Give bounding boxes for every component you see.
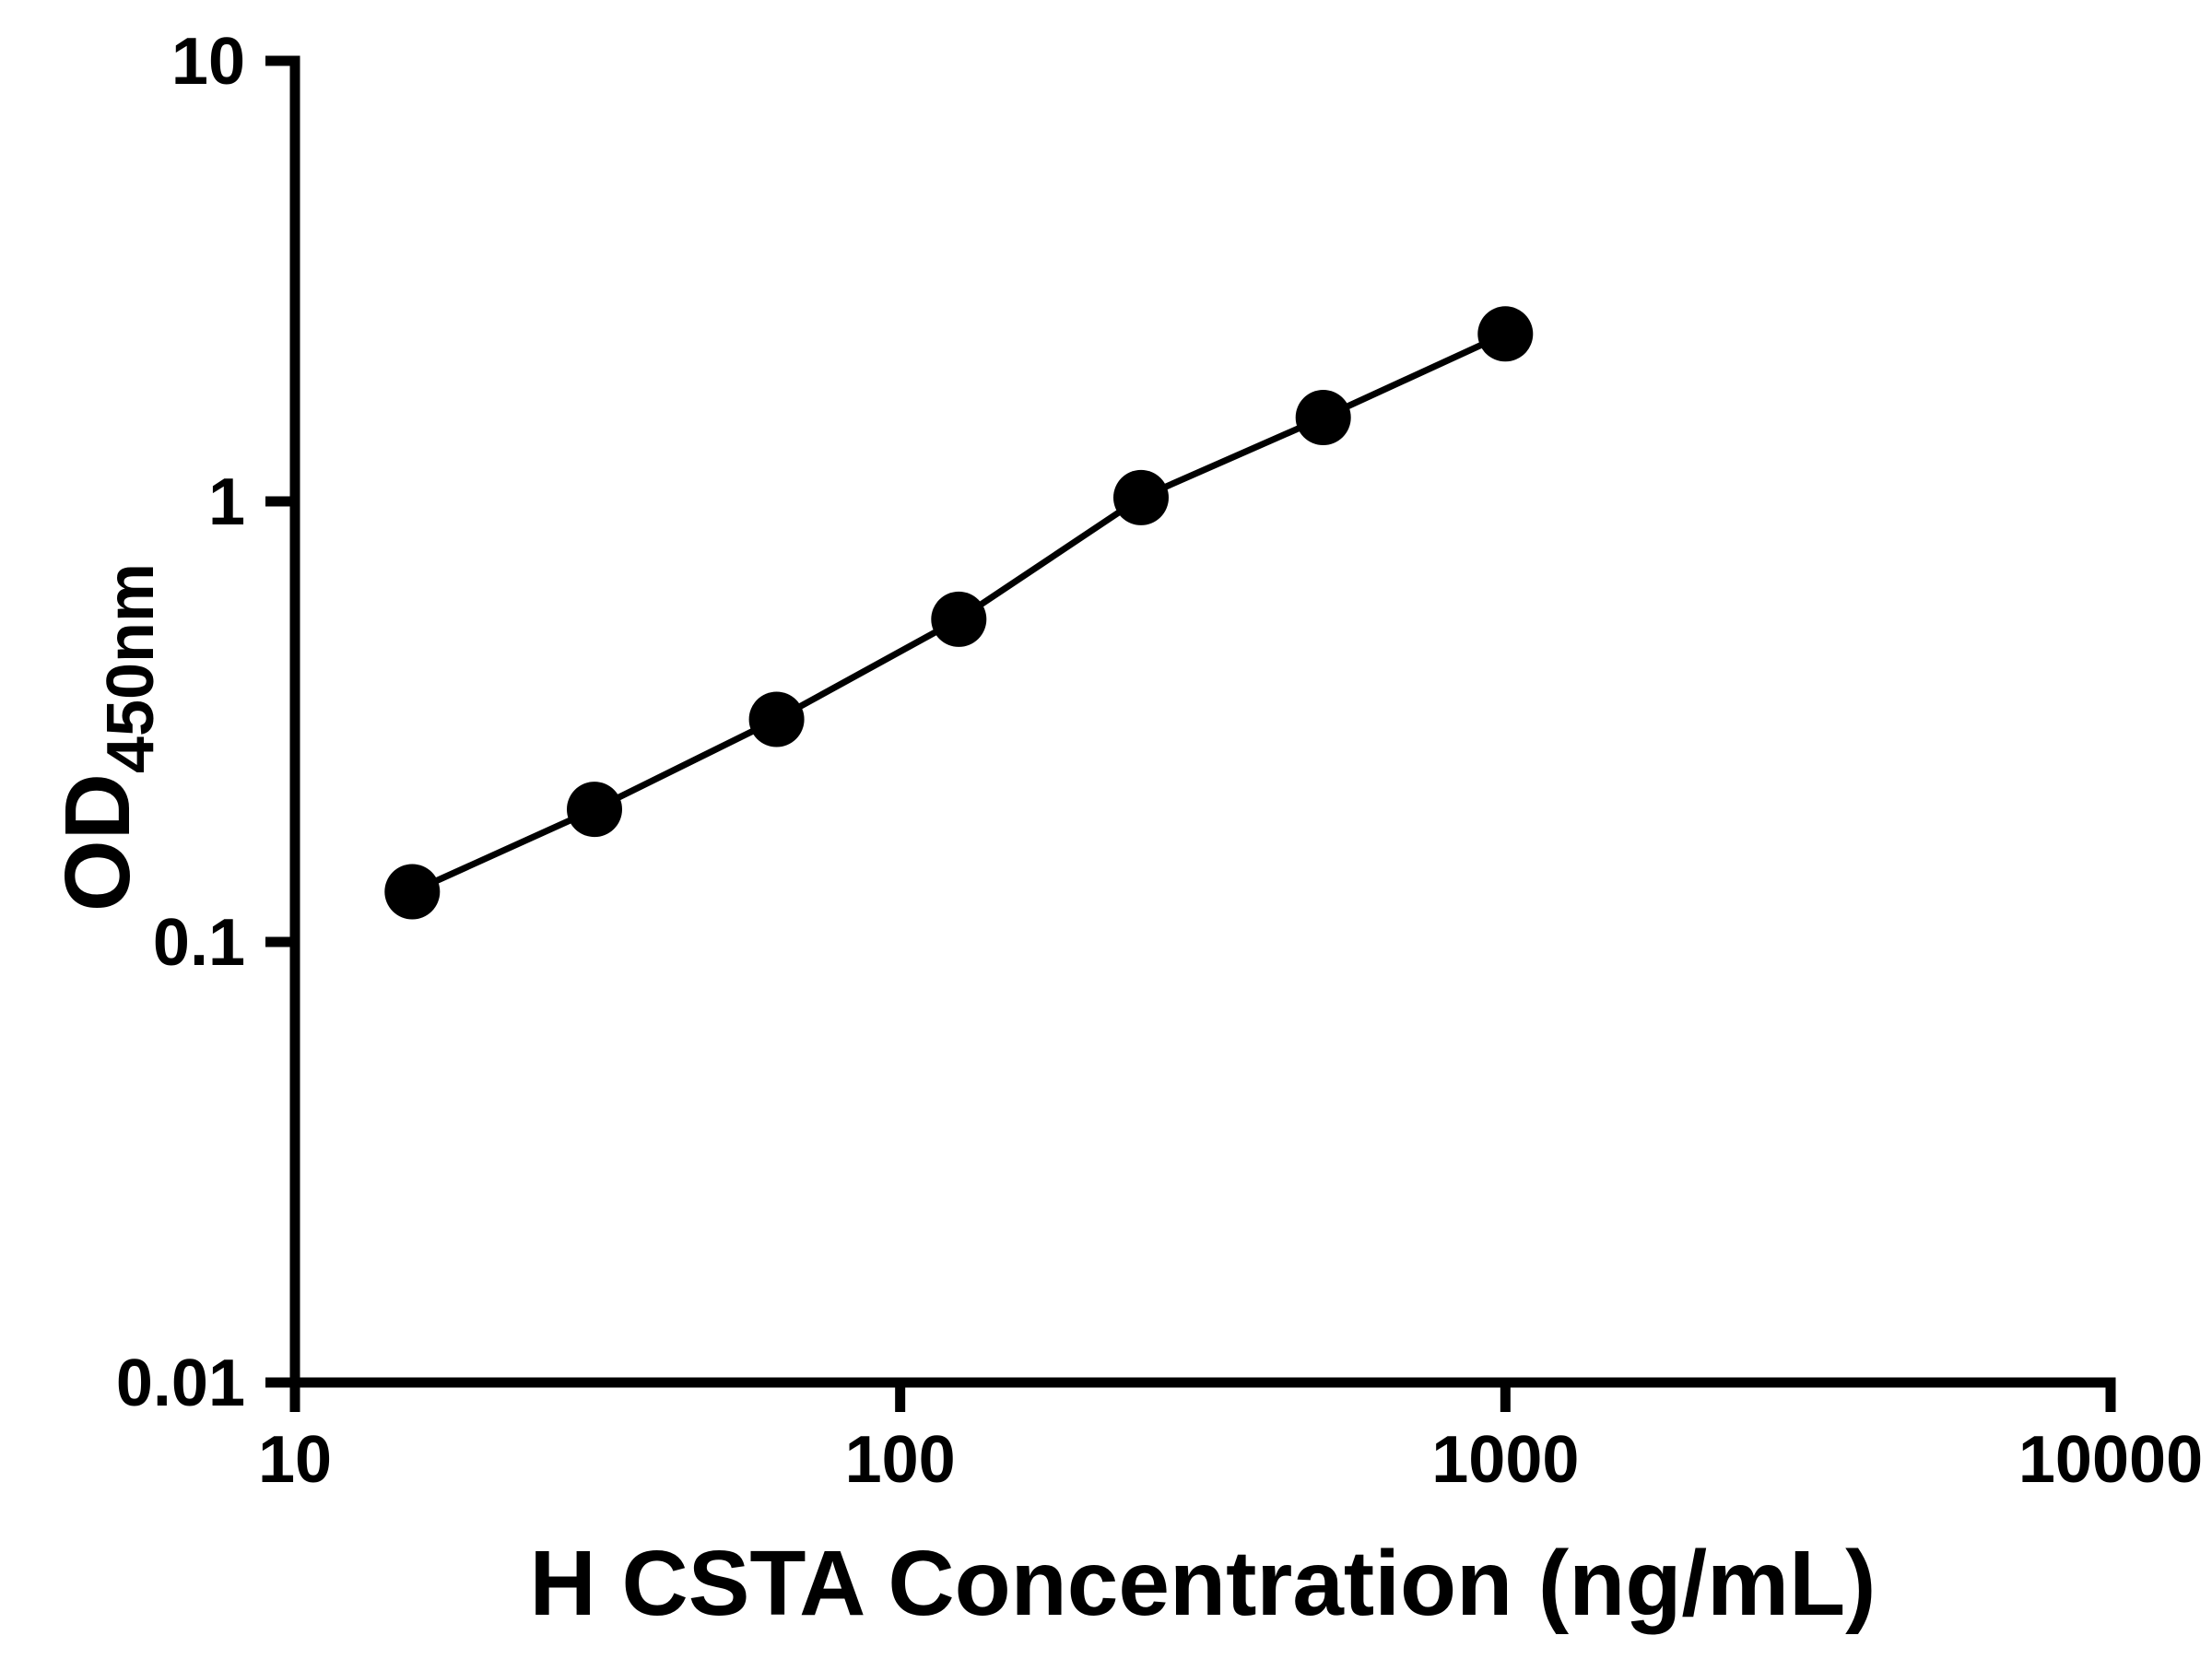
plot-area: 10 100 1000 10000 0.01 0.1 1 10 xyxy=(116,25,2203,1497)
data-point xyxy=(1295,390,1351,445)
data-point xyxy=(1113,469,1169,525)
y-axis-title-sub: 450nm xyxy=(94,563,168,773)
data-point xyxy=(567,782,622,838)
x-axis-tick-label: 10 xyxy=(258,1423,332,1497)
x-axis-tick-label: 100 xyxy=(845,1423,956,1497)
y-axis-tick-label: 1 xyxy=(208,465,245,539)
data-point xyxy=(1477,306,1534,362)
x-axis-tick-label: 1000 xyxy=(1431,1423,1579,1497)
data-point xyxy=(748,691,805,747)
y-axis-tick-label: 0.1 xyxy=(153,906,245,980)
y-axis-tick-label: 0.01 xyxy=(116,1347,245,1420)
y-axis-tick-label: 10 xyxy=(171,25,245,99)
y-axis-title: OD450nm xyxy=(46,563,168,912)
data-point xyxy=(931,591,987,647)
data-point xyxy=(384,864,441,920)
x-axis-title: H CSTA Concentration (ng/mL) xyxy=(530,1532,1877,1635)
x-axis-tick-label: 10000 xyxy=(2018,1423,2203,1497)
y-axis-title-main: OD xyxy=(46,773,149,912)
